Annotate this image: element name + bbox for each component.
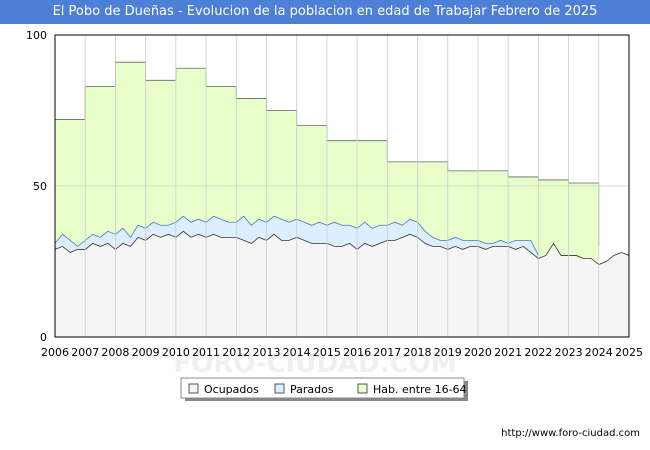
x-tick-2016: 2016 (343, 346, 371, 359)
x-tick-2019: 2019 (434, 346, 462, 359)
y-tick-50: 50 (33, 180, 47, 193)
footer-url[interactable]: http://www.foro-ciudad.com (501, 428, 640, 439)
tick-labels: 2006 2007 2008 2009 2010 2011 2012 2013 2014 2015… (26, 29, 643, 359)
legend-swatch-hab (357, 383, 368, 394)
x-tick-2009: 2009 (132, 346, 160, 359)
chart-title: El Pobo de Dueñas - Evolucion de la pobl… (0, 0, 650, 24)
x-tick-2025: 2025 (615, 346, 643, 359)
series-ocupados-area (55, 231, 629, 337)
legend-swatch-parados (274, 383, 285, 394)
x-tick-2015: 2015 (313, 346, 341, 359)
legend-label-ocupados: Ocupados (204, 383, 259, 396)
legend-label-parados: Parados (290, 383, 334, 396)
watermark-text: FORO-CIUDAD.COM (173, 349, 456, 379)
axes-layer (54, 34, 630, 338)
x-tick-2007: 2007 (71, 346, 99, 359)
y-tick-100: 100 (26, 29, 47, 42)
x-tick-2006: 2006 (41, 346, 69, 359)
x-tick-2018: 2018 (404, 346, 432, 359)
x-tick-2024: 2024 (585, 346, 613, 359)
x-tick-2023: 2023 (555, 346, 583, 359)
x-tick-2014: 2014 (283, 346, 311, 359)
x-tick-2013: 2013 (252, 346, 280, 359)
legend[interactable]: Ocupados Parados Hab. entre 16-64 (180, 377, 468, 401)
watermark: FORO-CIUDAD.COM (173, 349, 456, 379)
series-ocupados-line (54, 230, 630, 265)
x-tick-2022: 2022 (524, 346, 552, 359)
x-tick-2011: 2011 (192, 346, 220, 359)
legend-box (180, 377, 465, 399)
legend-label-hab: Hab. entre 16-64 (373, 383, 467, 396)
plot-frame (54, 34, 630, 338)
x-tick-2021: 2021 (494, 346, 522, 359)
x-tick-2010: 2010 (162, 346, 190, 359)
legend-swatch-ocupados (188, 383, 199, 394)
x-tick-2020: 2020 (464, 346, 492, 359)
x-tick-2008: 2008 (101, 346, 129, 359)
x-tick-2017: 2017 (373, 346, 401, 359)
x-tick-2012: 2012 (222, 346, 250, 359)
y-tick-0: 0 (40, 331, 47, 344)
